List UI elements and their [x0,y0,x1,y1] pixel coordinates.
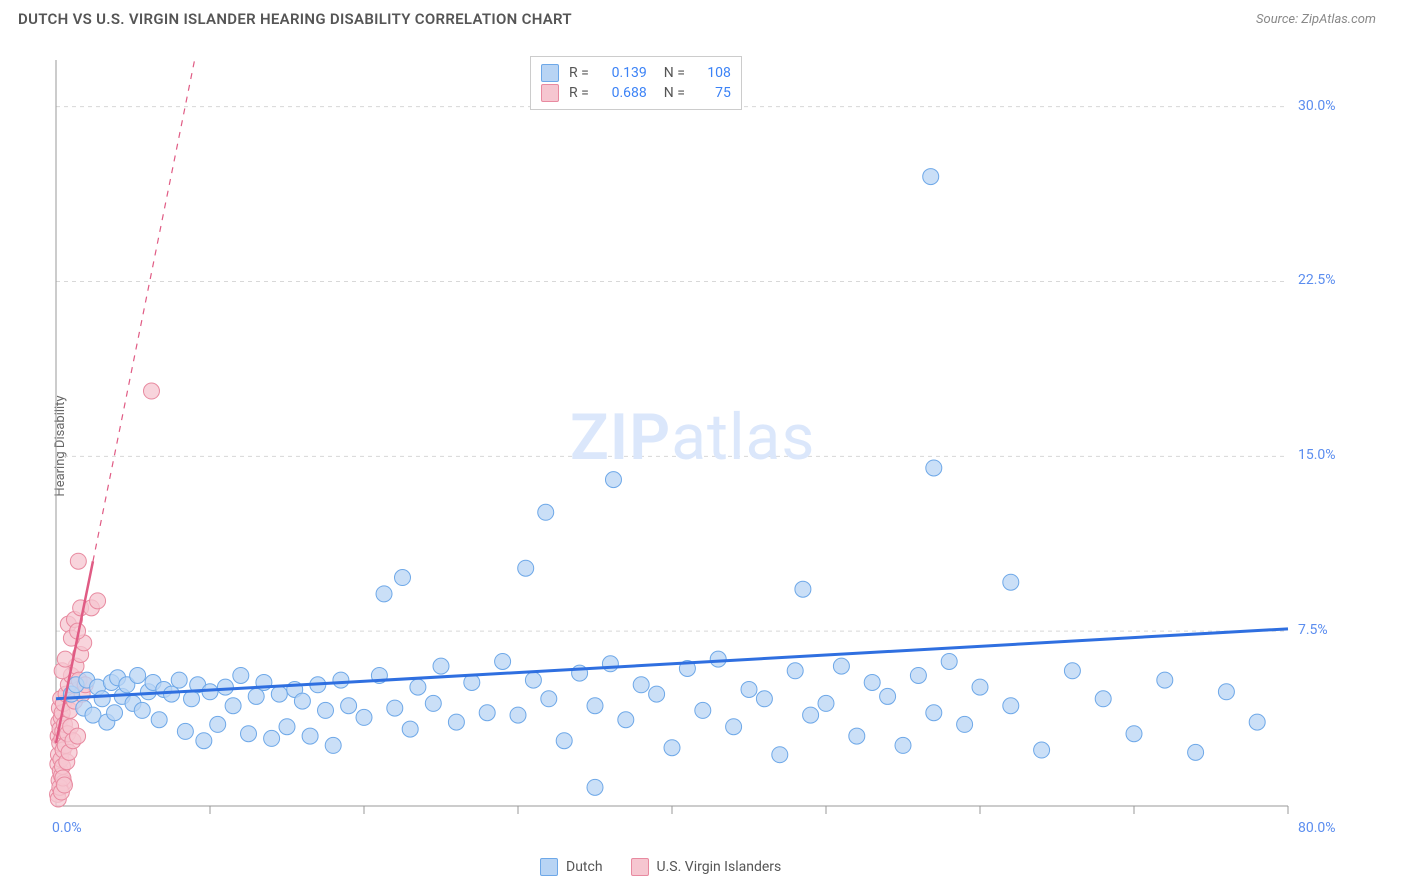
y-tick-label: 30.0% [1298,98,1336,114]
stats-legend-row-usvi: R = 0.688 N = 75 [541,83,731,103]
stats-n-dutch: 108 [695,63,731,83]
plot-area: 7.5% 15.0% 22.5% 30.0% 0.0% 80.0% [48,50,1348,842]
legend-swatch-usvi [631,858,649,876]
series-legend-dutch: Dutch [540,858,603,876]
chart-header: DUTCH VS U.S. VIRGIN ISLANDER HEARING DI… [0,0,1406,34]
stats-r-dutch: 0.139 [599,63,647,83]
scatter-svg [48,50,1348,842]
series-legend-usvi: U.S. Virgin Islanders [631,858,782,876]
x-max-label: 80.0% [1298,820,1336,836]
series-label-usvi: U.S. Virgin Islanders [657,859,782,875]
stats-n-label: N = [657,63,685,83]
y-tick-label: 22.5% [1298,272,1336,288]
stats-n-usvi: 75 [695,83,731,103]
series-label-dutch: Dutch [566,859,603,875]
chart-title: DUTCH VS U.S. VIRGIN ISLANDER HEARING DI… [18,10,572,28]
legend-swatch-dutch [540,858,558,876]
stats-legend: R = 0.139 N = 108 R = 0.688 N = 75 [530,56,742,110]
stats-r-usvi: 0.688 [599,83,647,103]
y-tick-label: 15.0% [1298,447,1336,463]
legend-swatch-dutch [541,64,559,82]
legend-swatch-usvi [541,84,559,102]
stats-r-label: R = [569,63,589,83]
stats-r-label: R = [569,83,589,103]
series-legend: Dutch U.S. Virgin Islanders [540,858,781,876]
stats-n-label: N = [657,83,685,103]
chart-source: Source: ZipAtlas.com [1256,12,1376,27]
y-tick-label: 7.5% [1298,622,1328,638]
stats-legend-row-dutch: R = 0.139 N = 108 [541,63,731,83]
x-min-label: 0.0% [52,820,82,836]
